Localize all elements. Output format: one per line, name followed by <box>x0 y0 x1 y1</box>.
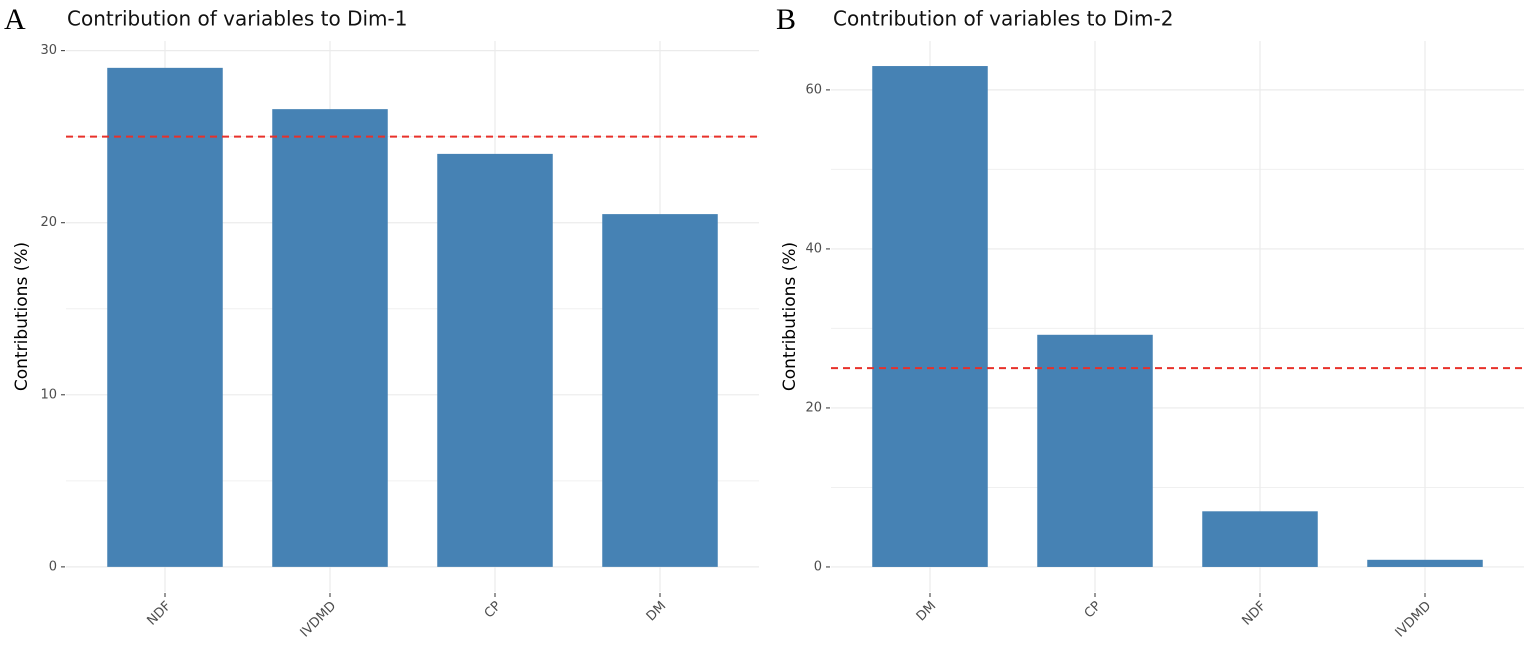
x-tick-label: NDF <box>144 599 174 629</box>
y-axis-title: Contributions (%) <box>780 242 800 391</box>
x-tick-label: CP <box>1082 599 1105 622</box>
y-tick-label: 0 <box>49 559 57 574</box>
y-tick-label: 10 <box>40 387 57 402</box>
y-axis-title: Contributions (%) <box>12 242 32 391</box>
chart-title: Contribution of variables to Dim-1 <box>67 7 407 31</box>
bar <box>437 153 553 567</box>
x-tick-label: DM <box>644 599 670 625</box>
panel-label: B <box>776 3 796 36</box>
y-tick-label: 20 <box>40 215 57 230</box>
y-tick-label: 20 <box>805 400 822 415</box>
y-tick-label: 0 <box>814 559 822 574</box>
bar <box>107 67 223 567</box>
x-tick-label: IVDMD <box>1393 599 1435 641</box>
bar <box>272 109 388 567</box>
chart-title: Contribution of variables to Dim-2 <box>833 7 1173 31</box>
y-tick-label: 40 <box>805 241 822 256</box>
x-tick-label: CP <box>482 599 505 622</box>
y-tick-label: 60 <box>805 82 822 97</box>
bar <box>602 214 718 567</box>
x-tick-label: IVDMD <box>298 599 340 641</box>
bar <box>1367 559 1483 567</box>
x-tick-label: DM <box>914 599 940 625</box>
bar <box>1202 511 1318 567</box>
panel-label: A <box>4 3 26 36</box>
y-tick-label: 30 <box>40 43 57 58</box>
bar <box>1037 334 1153 567</box>
bar <box>872 66 988 567</box>
x-tick-label: NDF <box>1239 599 1269 629</box>
